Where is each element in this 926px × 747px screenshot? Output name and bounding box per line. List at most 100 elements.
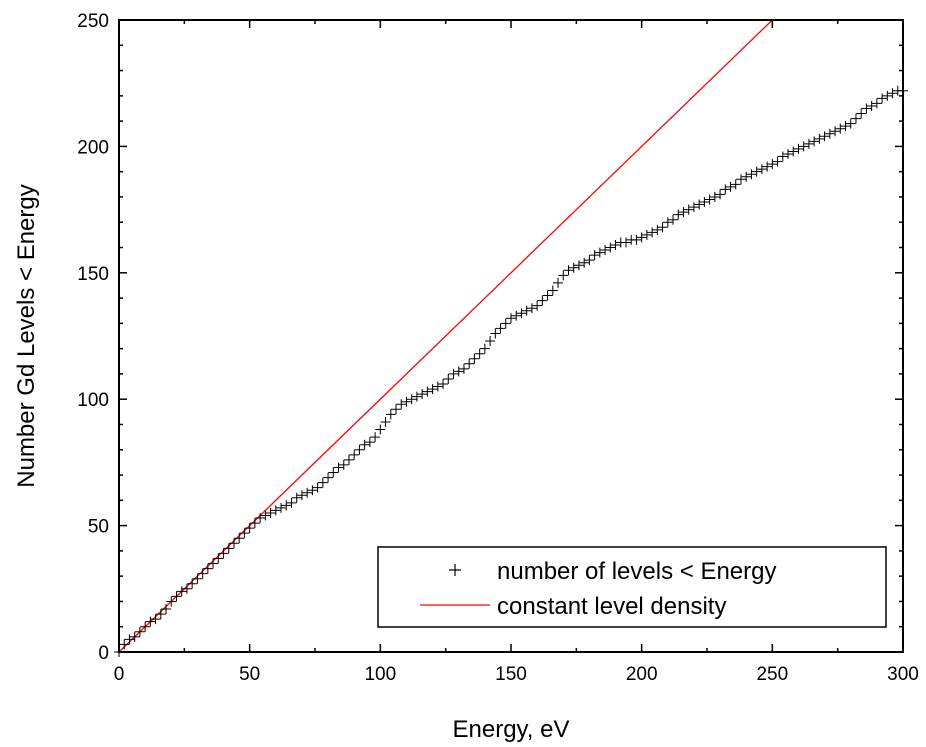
data-point xyxy=(594,247,605,258)
data-point xyxy=(730,179,741,190)
legend-box xyxy=(377,546,887,628)
data-point xyxy=(563,265,574,276)
data-point xyxy=(134,626,145,637)
data-point xyxy=(715,189,726,200)
data-point xyxy=(725,181,736,192)
data-point xyxy=(511,310,522,321)
data-point xyxy=(741,171,752,182)
data-point xyxy=(746,169,757,180)
data-point xyxy=(234,533,245,544)
data-point xyxy=(228,538,239,549)
data-point xyxy=(683,204,694,215)
data-point xyxy=(317,477,328,488)
y-tick-label: 200 xyxy=(77,137,109,158)
data-point xyxy=(432,381,443,392)
data-point xyxy=(866,100,877,111)
data-point xyxy=(213,553,224,564)
data-point xyxy=(871,98,882,109)
data-point xyxy=(338,459,349,470)
data-point xyxy=(814,133,825,144)
data-point xyxy=(521,305,532,316)
data-point xyxy=(584,255,595,266)
data-point xyxy=(396,399,407,410)
data-point xyxy=(276,502,287,513)
data-point xyxy=(176,586,187,597)
data-point xyxy=(161,604,172,615)
data-point xyxy=(694,199,705,210)
data-point xyxy=(333,462,344,473)
data-point xyxy=(443,373,454,384)
data-point xyxy=(809,136,820,147)
data-point xyxy=(798,141,809,152)
legend: number of levels < Energy constant level… xyxy=(377,546,887,628)
data-point xyxy=(553,277,564,288)
data-point xyxy=(589,250,600,261)
data-point xyxy=(709,191,720,202)
data-point xyxy=(767,159,778,170)
data-point xyxy=(422,386,433,397)
data-point xyxy=(286,497,297,508)
data-point xyxy=(882,90,893,101)
legend-plus-marker xyxy=(449,564,461,576)
data-point xyxy=(359,439,370,450)
data-point xyxy=(328,467,339,478)
data-point xyxy=(845,118,856,129)
data-point xyxy=(192,573,203,584)
x-tick-label: 50 xyxy=(239,664,260,685)
data-point xyxy=(783,148,794,159)
data-point xyxy=(406,394,417,405)
data-point xyxy=(673,209,684,220)
x-tick-label: 100 xyxy=(364,664,396,685)
data-point xyxy=(803,138,814,149)
data-point xyxy=(819,131,830,142)
data-point xyxy=(343,454,354,465)
data-point xyxy=(840,121,851,132)
data-point xyxy=(260,510,271,521)
data-point xyxy=(652,224,663,235)
data-point xyxy=(479,343,490,354)
data-point xyxy=(537,295,548,306)
plot-frame xyxy=(118,19,904,653)
data-point xyxy=(364,437,375,448)
data-point xyxy=(119,639,130,650)
legend-marker-plus-icon xyxy=(449,564,461,576)
data-point xyxy=(532,300,543,311)
data-point xyxy=(568,262,579,273)
data-point xyxy=(401,396,412,407)
y-tick-label: 150 xyxy=(77,264,109,285)
data-point xyxy=(312,482,323,493)
data-point xyxy=(756,164,767,175)
data-point xyxy=(244,523,255,534)
y-tick-label: 250 xyxy=(77,11,109,32)
data-point xyxy=(631,234,642,245)
data-point xyxy=(349,449,360,460)
legend-label-line: constant level density xyxy=(497,593,726,620)
constant-level-density-line-series xyxy=(118,19,773,653)
data-point xyxy=(500,318,511,329)
data-point xyxy=(464,358,475,369)
data-point xyxy=(448,368,459,379)
data-point xyxy=(239,528,250,539)
data-point xyxy=(662,217,673,228)
data-point xyxy=(547,285,558,296)
data-point xyxy=(150,614,161,625)
data-point xyxy=(861,103,872,114)
plot-area xyxy=(114,19,908,657)
data-point xyxy=(145,616,156,627)
data-point xyxy=(699,197,710,208)
x-tick-label: 0 xyxy=(114,664,125,685)
data-point xyxy=(641,229,652,240)
data-point xyxy=(181,583,192,594)
y-axis-title: Number Gd Levels < Energy xyxy=(13,184,40,487)
data-point xyxy=(751,166,762,177)
data-point xyxy=(291,492,302,503)
data-point xyxy=(270,505,281,516)
data-point xyxy=(474,348,485,359)
y-tick-label: 0 xyxy=(98,643,109,664)
data-point xyxy=(495,323,506,334)
data-point xyxy=(323,472,334,483)
data-point xyxy=(542,290,553,301)
data-point xyxy=(678,207,689,218)
data-point xyxy=(620,237,631,248)
data-point xyxy=(558,270,569,281)
